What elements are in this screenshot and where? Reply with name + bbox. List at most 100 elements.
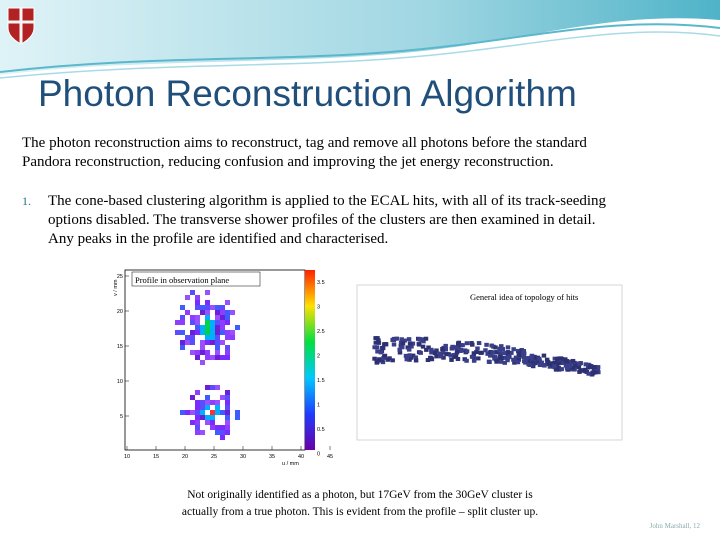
heat-cell: [205, 395, 210, 400]
heat-cell: [215, 335, 220, 340]
heat-cell: [220, 430, 225, 435]
heat-cell: [200, 350, 205, 355]
hit: [456, 346, 461, 351]
hit: [420, 337, 426, 342]
heat-cell: [225, 400, 230, 405]
colorbar: [305, 270, 315, 450]
heat-cell: [215, 340, 220, 345]
heat-cell: [205, 405, 210, 410]
heat-cell: [205, 340, 210, 345]
hit: [471, 358, 477, 363]
hit: [390, 337, 396, 342]
hit: [564, 359, 569, 364]
heat-cell: [185, 340, 190, 345]
hit: [554, 363, 560, 368]
hit: [521, 351, 527, 356]
heat-cell: [215, 350, 220, 355]
heat-cell: [225, 320, 230, 325]
heat-cell: [200, 340, 205, 345]
hit: [586, 371, 591, 376]
heat-cell: [190, 290, 195, 295]
hit: [373, 340, 379, 345]
heat-cell: [225, 355, 230, 360]
heat-cell: [225, 410, 230, 415]
hit: [405, 345, 411, 350]
heat-cell: [195, 300, 200, 305]
colorbar-label: 3: [317, 305, 320, 311]
hit: [494, 359, 499, 364]
heat-cell: [210, 385, 215, 390]
hit: [469, 354, 475, 359]
axis-ticks: 25 20 15 10 5 10 15 20 25 30 35 40 45 3.5 3 2.5 2 1.5 1 0.5…: [117, 274, 333, 460]
plot-label: Profile in observation plane: [135, 275, 229, 285]
hit: [372, 345, 377, 350]
hit: [582, 368, 588, 373]
heat-cell: [225, 310, 230, 315]
hit: [471, 351, 477, 356]
heat-cell: [190, 340, 195, 345]
heat-cell: [205, 305, 210, 310]
heat-cell: [210, 330, 215, 335]
y-tick-label: 10: [117, 379, 123, 385]
hit: [556, 367, 562, 372]
hit: [407, 341, 413, 346]
hit: [484, 342, 489, 347]
hit: [511, 357, 516, 362]
hit: [488, 353, 493, 358]
heat-cell: [230, 330, 235, 335]
hit: [475, 346, 480, 351]
hit: [440, 346, 445, 351]
hit: [458, 347, 464, 352]
hit: [441, 355, 446, 360]
heat-cell: [200, 310, 205, 315]
hit: [541, 353, 547, 358]
hit: [390, 358, 395, 363]
hit: [382, 353, 388, 358]
colorbar-label: 2.5: [317, 329, 325, 335]
heat-cell: [180, 410, 185, 415]
heat-cell: [215, 310, 220, 315]
heat-cell: [225, 335, 230, 340]
hit: [418, 337, 423, 342]
heat-cell: [220, 305, 225, 310]
heat-cell: [215, 430, 220, 435]
heat-cell: [185, 335, 190, 340]
heat-cell: [210, 305, 215, 310]
hit: [561, 360, 566, 365]
heat-cell: [220, 315, 225, 320]
heat-cell: [195, 390, 200, 395]
hit: [570, 365, 575, 370]
hit: [404, 357, 410, 362]
heat-cell: [225, 425, 230, 430]
heat-cell: [225, 395, 230, 400]
intro-line: Pandora reconstruction, reducing confusi…: [22, 154, 554, 170]
heat-cell: [205, 350, 210, 355]
hit: [570, 358, 576, 363]
hit: [434, 354, 439, 359]
banner-line: [0, 31, 720, 79]
hit: [416, 342, 422, 347]
heat-cell: [200, 360, 205, 365]
heat-cell: [190, 395, 195, 400]
hit: [565, 363, 571, 368]
heat-cell: [195, 350, 200, 355]
x-tick-label: 45: [327, 454, 333, 460]
hit: [489, 343, 494, 348]
colorbar-label: 0: [317, 452, 320, 458]
heat-cell: [235, 325, 240, 330]
heat-cell: [215, 385, 220, 390]
hit: [485, 351, 490, 356]
heat-cell: [215, 315, 220, 320]
hit: [539, 360, 544, 365]
hit: [410, 353, 416, 358]
heat-cell: [225, 405, 230, 410]
heat-cell: [205, 415, 210, 420]
heat-cell: [220, 340, 225, 345]
footer: John Marshall, 12: [650, 522, 701, 530]
heat-cell: [210, 355, 215, 360]
hit: [592, 365, 597, 370]
heat-cell: [210, 340, 215, 345]
hit: [432, 351, 438, 356]
hit: [493, 345, 498, 350]
hit: [529, 353, 535, 358]
